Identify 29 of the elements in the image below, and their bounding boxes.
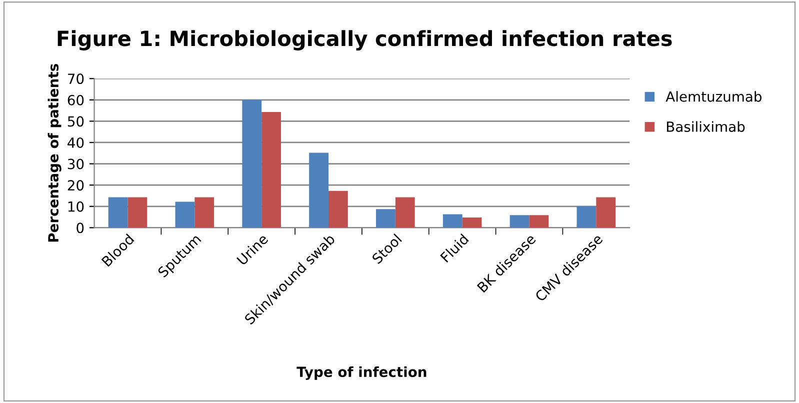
y-axis-title: Percentage of patients	[48, 64, 62, 242]
bar	[128, 197, 148, 228]
bar	[529, 215, 549, 228]
y-tick-label: 30	[68, 158, 84, 170]
y-tick-label: 20	[68, 180, 84, 191]
bar	[376, 209, 396, 228]
y-tick-label: 70	[68, 74, 84, 84]
bar	[462, 217, 482, 228]
bar	[242, 100, 262, 228]
legend-label: Alemtuzumab	[666, 91, 762, 102]
bar	[309, 152, 328, 228]
bar	[510, 215, 530, 228]
chart-title: Figure 1: Microbiologically confirmed infection rates	[58, 30, 672, 50]
bar	[108, 197, 128, 228]
bar	[328, 190, 348, 228]
bar	[442, 214, 462, 228]
x-axis-title: Type of infection	[296, 366, 426, 380]
y-tick-label: 0	[76, 222, 84, 234]
bar	[596, 197, 616, 228]
legend-label: Basiliximab	[666, 121, 745, 132]
bar	[175, 202, 195, 228]
bar	[395, 197, 415, 228]
bar	[262, 112, 281, 228]
y-tick-label: 50	[68, 116, 84, 127]
bar	[194, 197, 214, 228]
y-tick-label: 60	[68, 94, 84, 106]
bar	[576, 206, 596, 228]
y-tick-label: 10	[68, 201, 84, 212]
y-tick-label: 40	[68, 137, 84, 148]
